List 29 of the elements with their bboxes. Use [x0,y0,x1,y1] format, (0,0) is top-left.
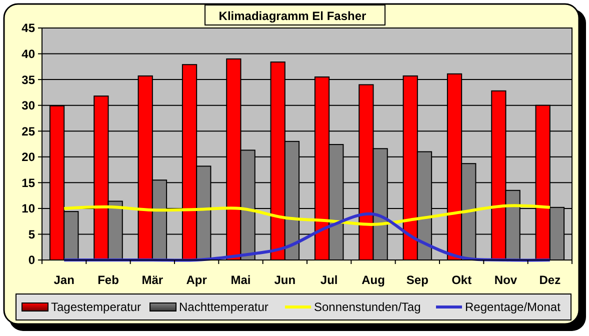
legend-label: Regentage/Monat [465,300,562,314]
x-tick-label: Nov [494,273,518,287]
y-tick-label: 35 [22,72,36,87]
x-tick-label: Aug [362,273,385,287]
line-series [62,212,552,262]
x-tick-label: Jun [274,273,296,287]
y-tick-label: 40 [22,46,36,61]
y-tick-label: 15 [22,176,36,190]
x-tick-label: Jul [320,273,338,287]
x-tick-label: Mai [230,273,251,287]
legend-label: Sonnenstunden/Tag [314,300,421,314]
x-tick-label: Okt [452,273,472,287]
y-tick-label: 45 [22,21,36,36]
legend-label: Nachttemperatur [179,300,268,314]
x-tick-label: Jan [54,273,74,287]
line-series [62,204,552,226]
y-tick-label: 20 [22,150,36,164]
y-tick-label: 25 [22,124,36,138]
y-tick-label: 5 [28,227,36,242]
y-tick-label: 0 [28,253,36,268]
x-tick-label: Sep [406,273,428,287]
chart-title: Klimadiagramm El Fasher [218,9,367,23]
y-tick-label: 30 [22,98,36,113]
x-tick-label: Dez [539,273,561,287]
legend-label: Tagestemperatur [51,300,142,314]
y-tick-label: 10 [22,202,36,216]
x-tick-label: Feb [98,273,119,287]
x-tick-label: Mär [142,273,164,287]
x-tick-label: Apr [186,273,208,287]
